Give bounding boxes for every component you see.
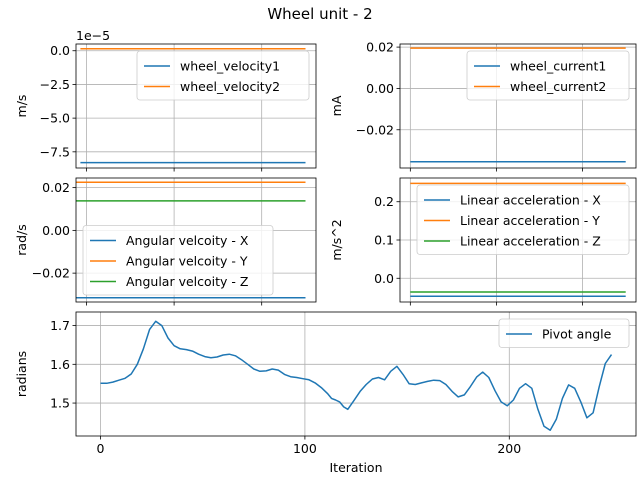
- legend-label: wheel_velocity1: [180, 59, 280, 74]
- y-axis-label: mA: [329, 95, 344, 116]
- axis-offset-text: 1e−5: [76, 28, 110, 43]
- legend-box: [466, 50, 630, 101]
- legend: wheel_velocity1 wheel_velocity2: [136, 50, 310, 101]
- legend-label: wheel_current2: [510, 79, 606, 94]
- legend-label: Linear acceleration - Y: [460, 213, 600, 228]
- y-tick-label: 1.5: [50, 396, 70, 411]
- x-tick-label: 200: [497, 441, 521, 456]
- legend-label: Angular velcoity - Z: [126, 274, 248, 289]
- subplot-2: 0.020.00−0.02mAwheel_current1wheel_curre…: [329, 40, 637, 172]
- legend-box: [136, 50, 310, 101]
- legend-label: wheel_current1: [510, 59, 606, 74]
- y-axis-label: rad/s: [14, 224, 29, 255]
- plot-frame: [75, 43, 317, 169]
- y-tick-label: 0.00: [366, 81, 394, 96]
- legend-label: wheel_velocity2: [180, 79, 280, 94]
- legend-box: [416, 184, 630, 255]
- y-tick-label: 0.2: [374, 194, 394, 209]
- y-tick-label: 0.1: [374, 233, 394, 248]
- series-line-1: [100, 320, 613, 431]
- legend: Angular velcoity - X Angular velcoity - Y…: [82, 225, 274, 296]
- legend-label: Linear acceleration - X: [460, 193, 601, 208]
- legend: wheel_current1 wheel_current2: [466, 50, 630, 101]
- figure-title: Wheel unit - 2: [267, 5, 372, 23]
- subplot-1: 0.0−2.5−5.0−7.5m/s1e−5wheel_velocity1whe…: [14, 28, 317, 172]
- x-tick-label: 0: [97, 441, 105, 456]
- legend-label: Pivot angle: [542, 327, 612, 342]
- plot-frame: [399, 43, 637, 169]
- legend-label: Linear acceleration - Z: [460, 234, 601, 249]
- legend-box: [82, 225, 274, 296]
- x-tick-label: 100: [293, 441, 317, 456]
- y-tick-label: 1.7: [50, 318, 70, 333]
- x-axis-label: Iteration: [329, 460, 382, 475]
- y-axis-label: m/s^2: [329, 219, 344, 260]
- y-tick-label: −0.02: [356, 122, 394, 137]
- y-tick-label: 0.02: [42, 180, 70, 195]
- plot-frame: [75, 311, 637, 437]
- y-tick-label: −0.02: [32, 266, 70, 281]
- legend: Linear acceleration - X Linear accelerati…: [416, 184, 630, 255]
- legend-label: Angular velcoity - X: [126, 233, 249, 248]
- y-tick-label: 1.6: [50, 357, 70, 372]
- y-tick-label: 0.00: [42, 223, 70, 238]
- legend: Pivot angle: [498, 318, 630, 348]
- y-axis-label: radians: [14, 351, 29, 397]
- y-tick-label: −2.5: [40, 77, 70, 92]
- y-tick-label: 0.0: [50, 43, 70, 58]
- y-tick-label: −5.0: [40, 111, 70, 126]
- y-tick-label: 0.0: [374, 271, 394, 286]
- legend-label: Angular velcoity - Y: [126, 254, 248, 269]
- y-tick-label: 0.02: [366, 40, 394, 55]
- subplot-5: 1.7 1.6 1.5 0 100 200 radians Iteration Pivot an…: [14, 311, 637, 475]
- legend-box: [498, 318, 630, 348]
- y-tick-label: −7.5: [40, 144, 70, 159]
- plot-frame: [75, 177, 317, 303]
- y-axis-label: m/s: [14, 95, 29, 118]
